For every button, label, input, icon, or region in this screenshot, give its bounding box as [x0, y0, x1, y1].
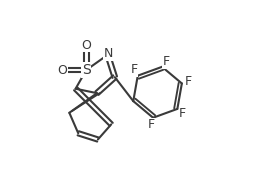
Text: O: O [81, 39, 91, 52]
Text: F: F [148, 118, 155, 131]
Text: O: O [57, 64, 67, 77]
Text: F: F [184, 75, 192, 88]
Text: F: F [131, 63, 138, 76]
Text: N: N [104, 47, 113, 60]
Text: S: S [82, 63, 91, 77]
Text: F: F [163, 55, 170, 68]
Text: F: F [179, 107, 186, 120]
